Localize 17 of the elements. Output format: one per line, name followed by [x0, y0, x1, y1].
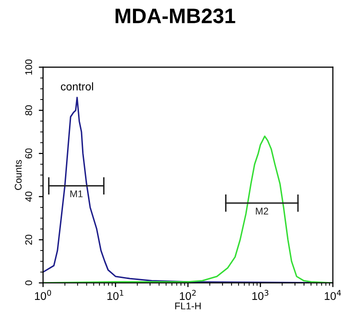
y-tick-label: 100 — [25, 59, 32, 75]
y-axis-title: Counts — [14, 160, 22, 190]
y-tick-label: 40 — [25, 192, 32, 202]
x-tick-label: 10$^{2}$ — [180, 290, 196, 300]
x-tick-label: 10$^{4}$ — [324, 290, 341, 300]
x-axis-title: FL1-H — [175, 302, 201, 310]
y-tick-label: 0 — [25, 280, 32, 286]
series-label: M1 — [70, 190, 83, 198]
y-tick-label: 60 — [25, 148, 32, 158]
series-label: M2 — [256, 208, 268, 214]
x-tick-label: 10$^{0}$ — [35, 290, 52, 300]
y-tick-label: 80 — [25, 105, 32, 116]
y-tick-label: 20 — [25, 234, 32, 245]
annotation: control — [60, 82, 94, 90]
chart-title: MDA-MB231 — [116, 8, 236, 24]
x-tick-label: 10$^{1}$ — [107, 290, 124, 300]
x-tick-label: 10$^{3}$ — [252, 290, 268, 300]
